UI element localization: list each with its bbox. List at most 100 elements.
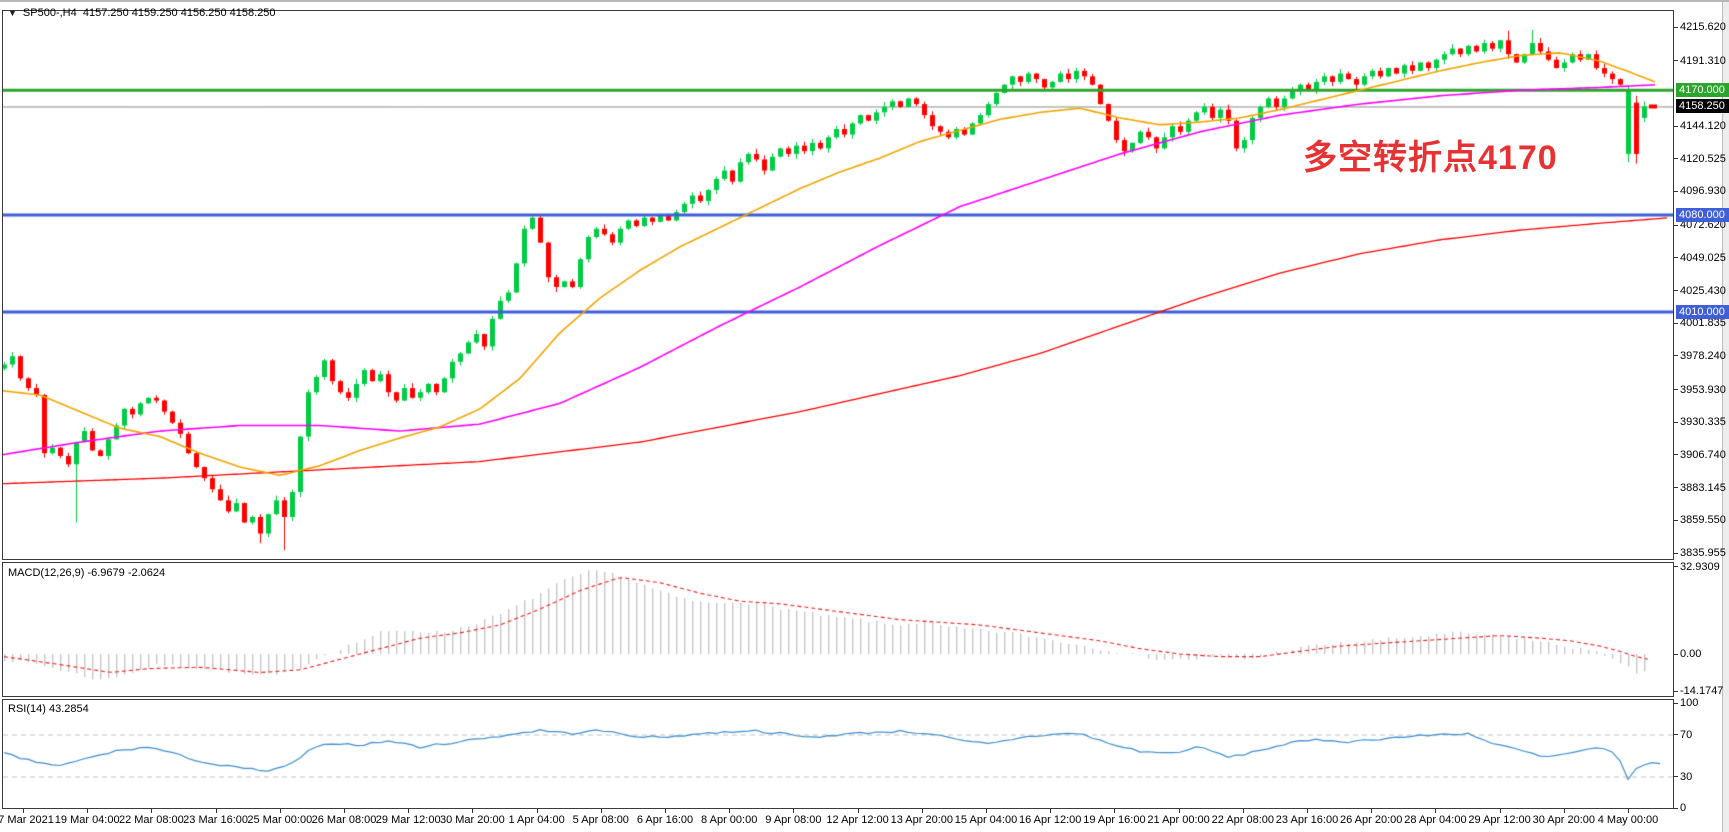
- price-axis-tick: [1673, 519, 1678, 521]
- time-axis-label: 13 Apr 20:00: [890, 814, 953, 826]
- time-axis-tick: [1435, 809, 1437, 813]
- time-axis-label: 25 Mar 00:00: [247, 814, 313, 826]
- time-axis-label: 22 Apr 08:00: [1211, 814, 1274, 826]
- time-axis-tick: [1114, 809, 1116, 813]
- rsi-axis-label: 0: [1680, 802, 1687, 814]
- price-axis-tick: [1673, 322, 1678, 324]
- price-axis-label: 3978.240: [1680, 349, 1726, 362]
- macd-axis-tick: [1673, 653, 1678, 655]
- price-axis-tick: [1673, 355, 1678, 357]
- price-axis-tick: [1673, 454, 1678, 456]
- time-axis-label: 30 Mar 20:00: [439, 814, 505, 826]
- price-axis-label: 4025.430: [1680, 284, 1726, 297]
- price-axis-label: 4215.620: [1680, 21, 1726, 33]
- annotation-text: 多空转折点4170: [1303, 139, 1558, 177]
- time-axis-label: 28 Apr 04:00: [1404, 814, 1467, 826]
- time-axis-tick: [1050, 809, 1052, 813]
- macd-axis-label: -14.1747: [1680, 685, 1724, 698]
- rsi-indicator-label: RSI(14) 43.2854: [8, 703, 89, 715]
- price-axis-tick: [1673, 257, 1678, 259]
- time-axis-tick: [536, 809, 538, 813]
- price-axis-tick: [1673, 26, 1678, 28]
- macd-indicator-label: MACD(12,26,9) -6.9679 -2.0624: [8, 567, 166, 579]
- price-axis-label: 3883.145: [1680, 481, 1726, 494]
- time-axis-label: 1 Apr 04:00: [508, 814, 565, 826]
- price-axis-label: 3930.335: [1680, 416, 1726, 429]
- time-axis-tick: [151, 809, 153, 813]
- time-axis-tick: [600, 809, 602, 813]
- chart-title: ▼ SP500-,H4 4157.250 4159.250 4156.250 41…: [8, 7, 276, 19]
- price-axis-tick: [1673, 125, 1678, 127]
- macd-axis-tick: [1673, 566, 1678, 568]
- time-axis-label: 5 Apr 08:00: [572, 814, 629, 826]
- time-axis-label: 29 Mar 12:00: [375, 814, 441, 826]
- time-axis-label: 26 Mar 08:00: [311, 814, 377, 826]
- rsi-axis-label: 70: [1680, 728, 1693, 741]
- rsi-axis-tick: [1673, 807, 1678, 809]
- rsi-axis-label: 30: [1680, 770, 1693, 783]
- price-axis-label: 4191.310: [1680, 54, 1726, 67]
- time-axis-tick: [1307, 809, 1308, 813]
- time-axis-tick: [921, 809, 923, 813]
- rsi-axis-tick: [1673, 702, 1678, 704]
- time-axis-tick: [793, 809, 795, 813]
- current-price-badge: 4158.250: [1676, 99, 1729, 114]
- time-axis-tick: [1563, 809, 1565, 813]
- price-chart-canvas[interactable]: [3, 11, 1673, 558]
- time-axis-tick: [408, 809, 410, 813]
- price-axis-tick: [1673, 421, 1678, 423]
- price-axis-tick: [1673, 158, 1678, 160]
- window-right-edge: [1722, 2, 1729, 832]
- symbol-dropdown-icon[interactable]: ▼: [8, 8, 17, 18]
- price-axis-label: 4001.835: [1680, 317, 1726, 330]
- hline-price-badge: 4080.000: [1676, 207, 1729, 222]
- price-axis-label: 4049.025: [1680, 251, 1726, 264]
- price-axis-label: 4072.620: [1680, 219, 1726, 232]
- macd-axis-label: 0.00: [1680, 648, 1702, 660]
- time-axis-tick: [215, 809, 217, 813]
- time-axis-label: 16 Apr 12:00: [1018, 814, 1082, 826]
- time-axis-tick: [1178, 809, 1180, 813]
- rsi-axis-tick: [1673, 776, 1678, 777]
- rsi-axis-label: 100: [1680, 697, 1699, 709]
- time-axis-tick: [23, 809, 24, 813]
- time-axis-tick: [279, 809, 281, 813]
- time-axis-tick: [1499, 809, 1501, 813]
- time-axis-tick: [344, 809, 345, 813]
- time-axis-label: 23 Mar 16:00: [183, 814, 249, 826]
- time-axis-label: 26 Apr 20:00: [1339, 814, 1403, 826]
- time-axis-tick: [472, 809, 474, 813]
- time-axis-tick: [1628, 809, 1629, 813]
- time-axis-tick: [986, 809, 987, 813]
- time-axis-label: 30 Apr 20:00: [1532, 814, 1595, 826]
- time-axis-tick: [857, 809, 859, 813]
- price-axis-tick: [1673, 487, 1678, 489]
- price-axis-label: 4120.525: [1680, 152, 1726, 165]
- time-axis-label: 23 Apr 16:00: [1275, 814, 1339, 826]
- price-axis-label: 3906.740: [1680, 448, 1726, 461]
- price-axis-tick: [1673, 190, 1678, 192]
- macd-canvas[interactable]: [3, 563, 1673, 696]
- time-axis-label: 29 Apr 12:00: [1468, 814, 1531, 826]
- hline-price-badge: 4010.000: [1676, 304, 1729, 319]
- price-axis-tick: [1673, 60, 1678, 62]
- macd-axis-label: 32.9309: [1680, 560, 1720, 573]
- symbol-label: SP500-,H4: [22, 7, 77, 19]
- time-axis-label: 19 Apr 16:00: [1083, 814, 1146, 826]
- rsi-canvas[interactable]: [3, 700, 1673, 808]
- rsi-axis-tick: [1673, 734, 1678, 735]
- price-axis-tick: [1673, 552, 1678, 554]
- price-axis-tick: [1673, 224, 1678, 226]
- time-axis-label: 9 Apr 08:00: [765, 814, 822, 826]
- price-axis-label: 4096.930: [1680, 185, 1726, 198]
- time-axis-tick: [1371, 809, 1373, 813]
- price-axis-tick: [1673, 389, 1678, 391]
- time-axis-label: 19 Mar 04:00: [54, 814, 120, 826]
- time-axis-label: 6 Apr 16:00: [636, 814, 694, 826]
- time-axis-tick: [87, 809, 89, 813]
- price-axis-label: 3835.955: [1680, 547, 1726, 560]
- macd-axis-tick: [1673, 690, 1678, 692]
- ohlc-values: 4157.250 4159.250 4156.250 4158.250: [82, 7, 276, 19]
- price-axis-label: 3953.930: [1680, 383, 1726, 396]
- time-axis-label: 4 May 00:00: [1597, 814, 1659, 826]
